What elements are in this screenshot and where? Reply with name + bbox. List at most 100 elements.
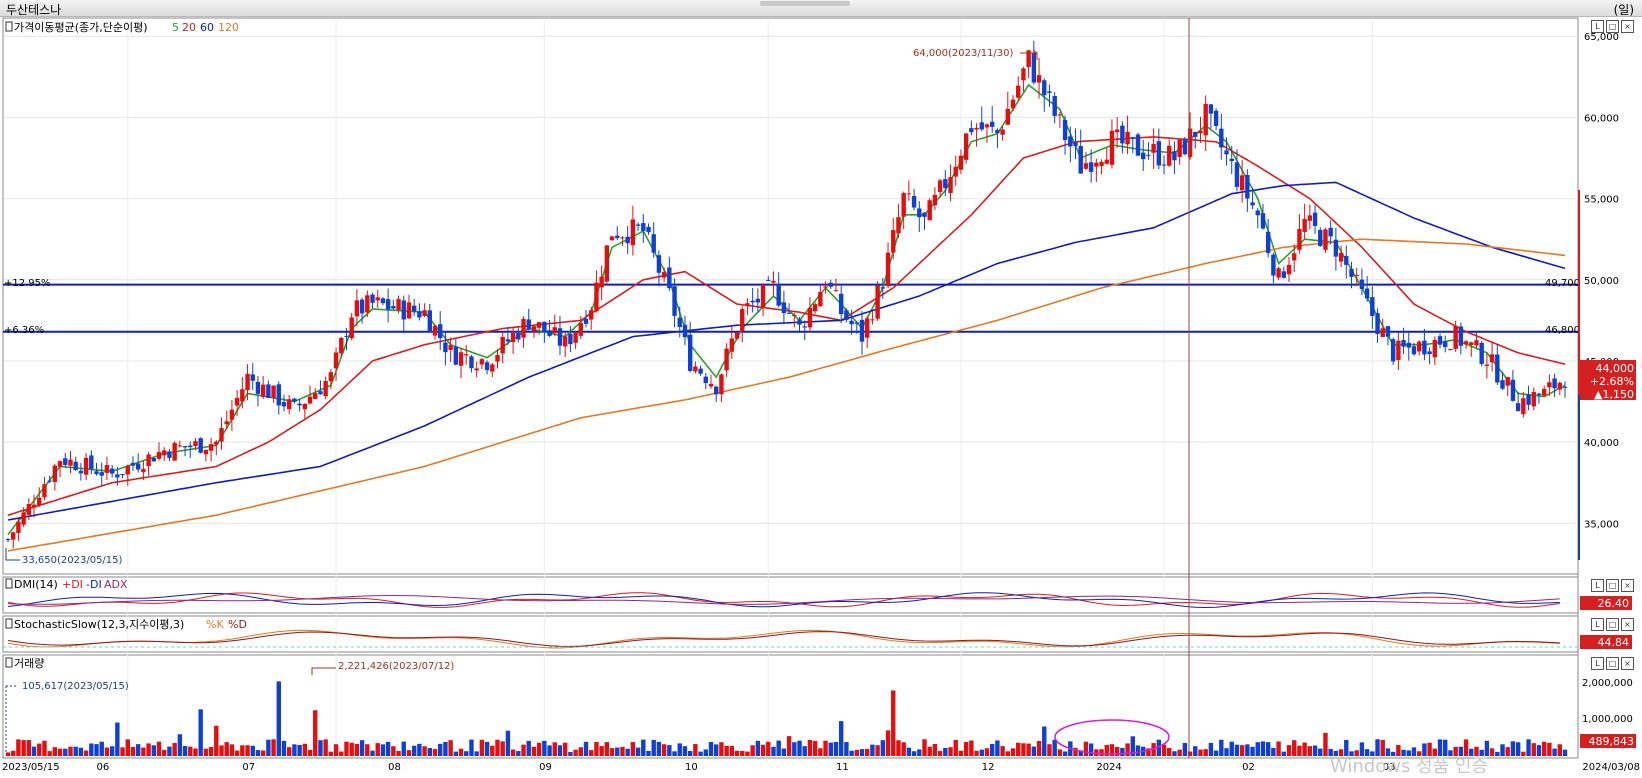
volume-low-marker (5, 685, 18, 754)
dmi-panel[interactable] (2, 576, 1579, 614)
price-panel[interactable] (2, 17, 1579, 575)
candle-body (844, 310, 849, 320)
titlebar-grip[interactable] (760, 1, 850, 6)
panel-collapse-icon[interactable]: L (1591, 579, 1604, 592)
candle-body (1562, 386, 1568, 388)
volume-toggle-box[interactable] (5, 657, 13, 668)
volume-bar (1354, 750, 1359, 756)
candle-body (1505, 376, 1510, 386)
candle-body (1307, 215, 1313, 221)
candle-body (1458, 326, 1464, 346)
volume-bar (677, 743, 682, 756)
stoch-toggle-box[interactable] (5, 618, 13, 629)
ma-legend-20[interactable]: 20 (182, 21, 196, 34)
ma-legend-5[interactable]: 5 (172, 21, 179, 34)
dmi-toggle-box[interactable] (5, 578, 13, 589)
candle-body (1219, 128, 1224, 148)
candle-body (1224, 150, 1229, 155)
candle-body (1302, 219, 1307, 232)
candle-body (1292, 253, 1297, 261)
candle-body (833, 290, 839, 292)
candle-body (484, 362, 490, 371)
dmi-title: DMI(14) (14, 578, 58, 591)
dmi-minus-label: -DI (86, 578, 102, 591)
volume-bar (193, 748, 198, 756)
volume-bar (885, 730, 891, 756)
candle-body (1172, 151, 1177, 161)
volume-bar (1239, 745, 1245, 756)
candle-body (1141, 152, 1146, 160)
volume-bar (552, 742, 557, 756)
candle-body (646, 226, 651, 233)
panel-close-icon[interactable]: × (1621, 20, 1634, 33)
panel-collapse-icon[interactable]: L (1591, 657, 1604, 670)
candle-body (838, 293, 844, 315)
volume-bar (1016, 742, 1021, 756)
period-unit-label[interactable]: (일) (1613, 3, 1634, 17)
panel-close-icon[interactable]: × (1621, 618, 1634, 631)
panel-close-icon[interactable]: × (1621, 579, 1634, 592)
panel-maximize-icon[interactable]: □ (1606, 579, 1619, 592)
volume-bar (297, 744, 302, 756)
candle-body (510, 332, 516, 343)
candle-body (693, 366, 698, 372)
candle-body (365, 295, 370, 313)
volume-bar (963, 741, 969, 756)
ma-legend-120[interactable]: 120 (218, 21, 239, 34)
volume-bar (146, 743, 151, 756)
x-tick-label: 06 (97, 762, 110, 773)
legend-toggle-box[interactable] (5, 21, 13, 32)
candle-body (328, 372, 334, 382)
horizontal-reference-lines (3, 283, 1578, 333)
volume-bar (1010, 748, 1016, 756)
candle-body (401, 300, 406, 320)
candle-body (130, 462, 136, 466)
candle-body (594, 282, 599, 312)
x-axis: 2023/05/15 06 07 08 09 10 11 12 2024 02 03 2024/03/… (2, 762, 1640, 773)
candle-body (703, 376, 708, 384)
candle-body (630, 219, 636, 246)
ma-legend-60[interactable]: 60 (200, 21, 214, 34)
volume-bar (130, 747, 136, 756)
candle-body (188, 445, 193, 448)
volume-bar (1370, 751, 1375, 756)
candle-body (1526, 394, 1531, 405)
volume-bar (1463, 739, 1469, 756)
volume-bar (109, 746, 115, 756)
volume-bar (849, 750, 854, 756)
candle-body (1213, 110, 1219, 126)
candle-body (1318, 229, 1323, 247)
candle-body (729, 338, 735, 352)
panel-maximize-icon[interactable]: □ (1606, 618, 1619, 631)
volume-bar (401, 741, 406, 756)
candle-body (1484, 364, 1490, 366)
volume-bar (1271, 747, 1276, 756)
volume-bar (1260, 741, 1266, 756)
candle-body (1156, 141, 1162, 166)
volume-bar (1000, 746, 1005, 756)
volume-bar (937, 750, 943, 756)
volume-bar (958, 750, 964, 756)
panel-collapse-icon[interactable]: L (1591, 20, 1604, 33)
panel-maximize-icon[interactable]: □ (1606, 657, 1619, 670)
volume-bar (875, 745, 880, 756)
volume-bar (1380, 739, 1385, 756)
volume-bar (1521, 751, 1526, 756)
candle-body (68, 459, 73, 466)
stoch-d-line (7, 631, 1560, 647)
candle-body (78, 470, 84, 474)
dmi-plus-label: +DI (62, 578, 83, 591)
panel-maximize-icon[interactable]: □ (1606, 20, 1619, 33)
candle-body (776, 283, 781, 306)
volume-bar (1177, 749, 1182, 756)
volume-bar (177, 734, 183, 756)
volume-bar (188, 746, 193, 756)
candle-body (1276, 268, 1281, 278)
volume-bar (120, 747, 125, 756)
volume-bar (974, 750, 979, 756)
panel-collapse-icon[interactable]: L (1591, 618, 1604, 631)
panel-close-icon[interactable]: × (1621, 657, 1634, 670)
volume-bar (802, 746, 807, 756)
volume-bar (635, 747, 641, 756)
